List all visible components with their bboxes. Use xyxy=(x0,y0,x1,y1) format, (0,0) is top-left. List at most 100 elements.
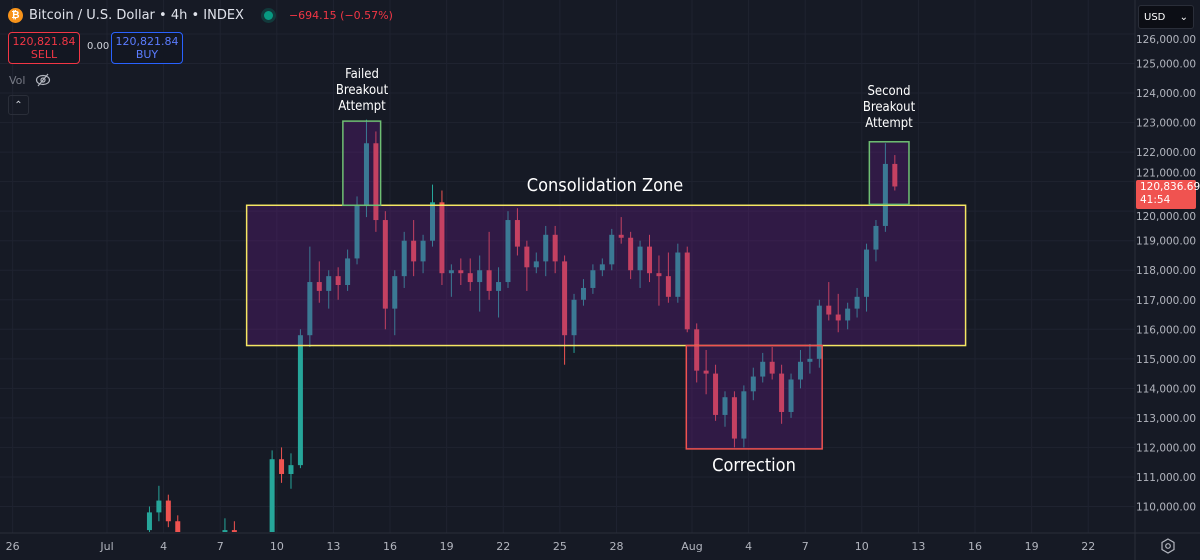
eye-off-icon[interactable] xyxy=(35,73,51,87)
candle-body xyxy=(722,397,728,415)
candle-body xyxy=(760,361,766,377)
candle xyxy=(297,329,303,469)
consolidation-zone-box xyxy=(245,204,967,347)
sell-button[interactable]: 120,821.84 SELL xyxy=(8,32,80,64)
candle xyxy=(637,240,643,288)
candle xyxy=(882,143,888,232)
spread-value: 0.00 xyxy=(87,41,110,52)
candle xyxy=(420,234,426,274)
candle xyxy=(486,231,492,300)
collapse-legend-button[interactable]: ⌃ xyxy=(8,95,29,115)
candle-body xyxy=(826,305,832,315)
candle-body xyxy=(165,500,171,522)
candle-body xyxy=(288,465,294,474)
candle-body xyxy=(675,252,681,297)
candle xyxy=(694,323,700,383)
price-tick-label: 110,000.00 xyxy=(1136,501,1196,513)
candle xyxy=(335,267,341,300)
time-axis[interactable]: 26 Jul 4 7 10 13 16 19 22 25 28 Aug 4 7 10 13 16 19 22 xyxy=(6,540,1096,553)
candle-body xyxy=(694,329,700,371)
failed-breakout-box xyxy=(342,120,382,207)
candle-body xyxy=(684,252,690,330)
time-tick-label: Aug xyxy=(681,540,702,553)
candle xyxy=(873,220,879,262)
price-tick-label: 120,000.00 xyxy=(1136,211,1196,223)
settings-icon[interactable] xyxy=(1160,538,1176,554)
price-tick-label: 119,000.00 xyxy=(1136,236,1196,248)
candle xyxy=(392,270,398,336)
candle-body xyxy=(251,548,256,560)
candle xyxy=(599,258,605,277)
candle xyxy=(146,506,152,532)
candle xyxy=(826,282,832,321)
candle xyxy=(807,344,813,374)
time-tick-label: Jul xyxy=(99,540,113,553)
candle-body xyxy=(628,237,634,271)
price-tick-label: 112,000.00 xyxy=(1136,442,1196,454)
candle xyxy=(835,293,841,333)
symbol-header: ₿ Bitcoin / U.S. Dollar • 4h • INDEX −69… xyxy=(8,8,393,23)
candle xyxy=(307,246,313,348)
volume-indicator: Vol xyxy=(9,73,51,87)
candle-body xyxy=(647,246,653,274)
candle xyxy=(524,240,530,291)
candle-body xyxy=(335,276,341,286)
candle xyxy=(156,485,162,522)
time-tick-label: 7 xyxy=(802,540,809,553)
candle-body xyxy=(590,270,596,288)
candle-body xyxy=(496,282,502,291)
candle xyxy=(590,264,596,294)
candle-body xyxy=(204,554,209,557)
price-axis[interactable]: 126,000.00 125,000.00 124,000.00 123,000.00… xyxy=(1136,34,1196,513)
candle xyxy=(185,539,190,560)
price-change: −694.15 (−0.57%) xyxy=(288,9,393,22)
time-tick-label: 10 xyxy=(270,540,284,553)
candle xyxy=(354,196,360,265)
chevron-up-icon: ⌃ xyxy=(14,99,23,111)
candle-body xyxy=(439,202,445,274)
candle xyxy=(251,542,256,560)
symbol-title[interactable]: Bitcoin / U.S. Dollar • 4h • INDEX xyxy=(29,8,244,23)
candle-body xyxy=(580,287,586,300)
candle xyxy=(401,231,407,288)
candle xyxy=(854,287,860,318)
candle-body xyxy=(552,234,558,262)
candle-body xyxy=(665,276,671,297)
candlestick-series xyxy=(146,119,898,560)
candle xyxy=(675,243,681,303)
sell-price: 120,821.84 xyxy=(12,35,76,48)
candle-body xyxy=(807,358,813,362)
last-price-label: 120,836.69 41:54 xyxy=(1136,180,1200,209)
time-tick-label: 19 xyxy=(440,540,454,553)
candle xyxy=(204,548,209,560)
candle-body xyxy=(703,370,709,374)
buy-button[interactable]: 120,821.84 BUY xyxy=(111,32,183,64)
candle-body xyxy=(486,270,492,291)
candle-body xyxy=(779,373,785,412)
candle-body xyxy=(618,234,624,238)
price-tick-label: 111,000.00 xyxy=(1136,472,1196,484)
last-price: 120,836.69 xyxy=(1140,181,1200,193)
candle-body xyxy=(430,202,436,241)
candle xyxy=(741,385,747,448)
price-tick-label: 123,000.00 xyxy=(1136,118,1196,130)
candle xyxy=(165,494,171,528)
buy-price: 120,821.84 xyxy=(115,35,179,48)
candle-body xyxy=(345,258,351,286)
candle xyxy=(788,373,794,418)
price-tick-label: 113,000.00 xyxy=(1136,413,1196,425)
time-tick-label: 22 xyxy=(496,540,510,553)
sell-label: SELL xyxy=(30,48,58,61)
candle xyxy=(562,255,568,365)
currency-select[interactable]: USD ⌄ xyxy=(1138,5,1194,29)
candle-body xyxy=(467,273,473,283)
candle xyxy=(571,293,577,353)
candle-body xyxy=(514,220,520,247)
candle xyxy=(760,352,766,383)
candle xyxy=(326,270,332,309)
price-tick-label: 115,000.00 xyxy=(1136,354,1196,366)
candle xyxy=(241,539,246,560)
candle-body xyxy=(505,220,511,283)
candle xyxy=(543,225,549,277)
